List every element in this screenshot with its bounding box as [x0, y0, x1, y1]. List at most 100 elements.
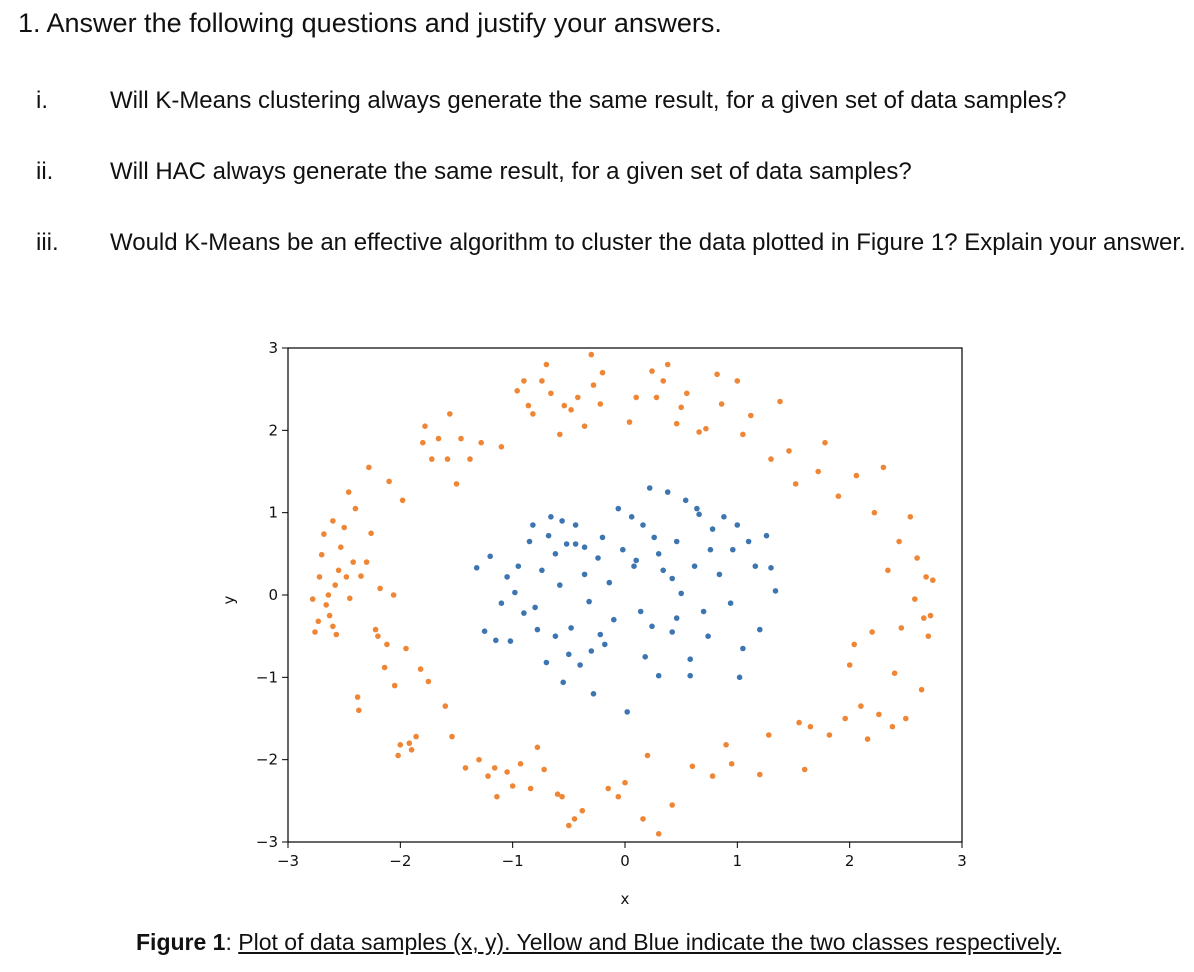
data-point-s1-70 [566, 651, 572, 658]
data-point-s1-35 [633, 557, 639, 564]
data-point-s0-149 [921, 615, 927, 621]
data-point-s1-80 [649, 623, 655, 630]
data-point-s0-129 [842, 715, 848, 722]
data-point-s0-21 [354, 694, 361, 700]
data-point-s0-36 [397, 742, 404, 748]
data-point-s1-13 [539, 567, 545, 574]
data-point-s0-32 [386, 478, 392, 485]
data-point-s1-33 [624, 709, 630, 715]
data-point-s0-107 [703, 425, 709, 432]
data-point-s0-50 [447, 411, 453, 417]
data-point-s0-71 [539, 378, 545, 384]
data-point-s1-23 [581, 571, 588, 578]
sub-question-number: i. [36, 87, 48, 114]
data-point-s0-62 [504, 769, 510, 775]
data-point-s0-109 [714, 371, 720, 378]
data-point-s0-31 [384, 641, 390, 648]
data-point-s1-57 [740, 645, 746, 652]
data-point-s1-43 [669, 629, 675, 635]
x-tick-label: −1 [502, 852, 524, 870]
data-point-s0-139 [885, 567, 891, 574]
data-point-s0-74 [548, 390, 554, 397]
data-point-s1-58 [745, 538, 752, 545]
data-point-s0-114 [740, 431, 746, 438]
data-point-s1-79 [694, 505, 700, 512]
data-point-s0-150 [923, 574, 929, 580]
data-point-s1-26 [595, 555, 601, 561]
data-point-s1-14 [543, 659, 550, 666]
sub-question-text: Will HAC always generate the same result… [110, 158, 912, 185]
data-point-s0-40 [408, 747, 415, 753]
data-point-s1-78 [597, 631, 604, 638]
data-point-s0-135 [869, 629, 875, 635]
data-point-s1-73 [707, 546, 714, 553]
data-point-s1-24 [586, 598, 592, 605]
data-point-s0-84 [581, 423, 588, 430]
data-point-s1-47 [687, 656, 693, 662]
data-point-s0-90 [615, 793, 622, 800]
data-point-s0-29 [377, 585, 383, 592]
data-point-s0-35 [395, 752, 401, 759]
data-point-s0-65 [517, 761, 524, 767]
data-point-s1-21 [572, 522, 579, 528]
data-point-s0-138 [880, 464, 887, 471]
data-point-s0-97 [653, 394, 660, 401]
data-point-s1-16 [552, 633, 559, 639]
data-point-s0-60 [494, 793, 500, 800]
data-point-s0-146 [912, 596, 918, 602]
data-point-s0-55 [467, 456, 473, 462]
data-point-s0-69 [530, 411, 536, 417]
x-tick-label: −2 [389, 852, 411, 870]
data-point-s1-17 [557, 582, 563, 588]
data-point-s0-16 [343, 574, 350, 580]
data-point-s0-66 [521, 378, 527, 384]
data-point-s0-56 [476, 756, 482, 763]
data-point-s0-95 [644, 752, 651, 759]
data-point-s1-64 [545, 532, 552, 539]
y-tick-label: −1 [256, 668, 278, 686]
data-point-s1-15 [548, 514, 554, 520]
data-point-s0-58 [485, 773, 491, 779]
data-point-s0-122 [796, 719, 802, 726]
data-point-s0-128 [835, 493, 842, 500]
data-point-s0-46 [429, 456, 435, 462]
data-point-s1-10 [526, 538, 533, 545]
data-point-s1-45 [678, 590, 684, 597]
data-point-s1-62 [768, 565, 774, 571]
data-point-s1-18 [560, 679, 566, 686]
data-point-s0-120 [786, 448, 792, 454]
data-point-s0-44 [422, 423, 428, 430]
data-point-s0-37 [399, 497, 406, 504]
data-point-s0-42 [417, 666, 424, 672]
data-point-s1-11 [530, 522, 536, 528]
sub-question-number: ii. [36, 158, 54, 185]
data-point-s1-39 [651, 534, 657, 541]
data-point-s0-49 [444, 456, 451, 462]
data-point-s1-12 [534, 626, 541, 633]
data-point-s0-117 [766, 732, 772, 738]
data-point-s1-54 [721, 514, 727, 520]
data-point-s0-143 [898, 625, 905, 631]
data-point-s0-19 [350, 559, 357, 565]
x-tick-label: −3 [277, 852, 299, 870]
data-point-s0-79 [566, 822, 572, 829]
data-point-s0-141 [891, 670, 898, 676]
data-point-s0-11 [332, 582, 339, 588]
data-point-s1-77 [552, 551, 559, 557]
caption-separator: : [225, 929, 239, 955]
data-point-s0-10 [330, 518, 336, 524]
data-point-s0-77 [559, 793, 565, 800]
x-tick-label: 3 [957, 852, 967, 870]
data-point-s1-63 [772, 588, 779, 594]
data-point-s0-64 [514, 388, 520, 394]
data-point-s1-51 [705, 633, 711, 639]
data-point-s0-59 [491, 765, 498, 771]
ticks-layer: −3 −2 −1 0 1 2 3 3 2 1 0 −1 −2 −3 [256, 339, 967, 870]
data-point-s0-127 [826, 732, 833, 738]
data-point-s0-85 [588, 351, 595, 358]
data-point-s0-38 [403, 645, 409, 652]
data-point-s0-30 [381, 664, 388, 671]
data-point-s0-145 [907, 514, 914, 520]
data-point-s0-96 [649, 368, 655, 374]
data-point-s1-61 [763, 532, 770, 539]
